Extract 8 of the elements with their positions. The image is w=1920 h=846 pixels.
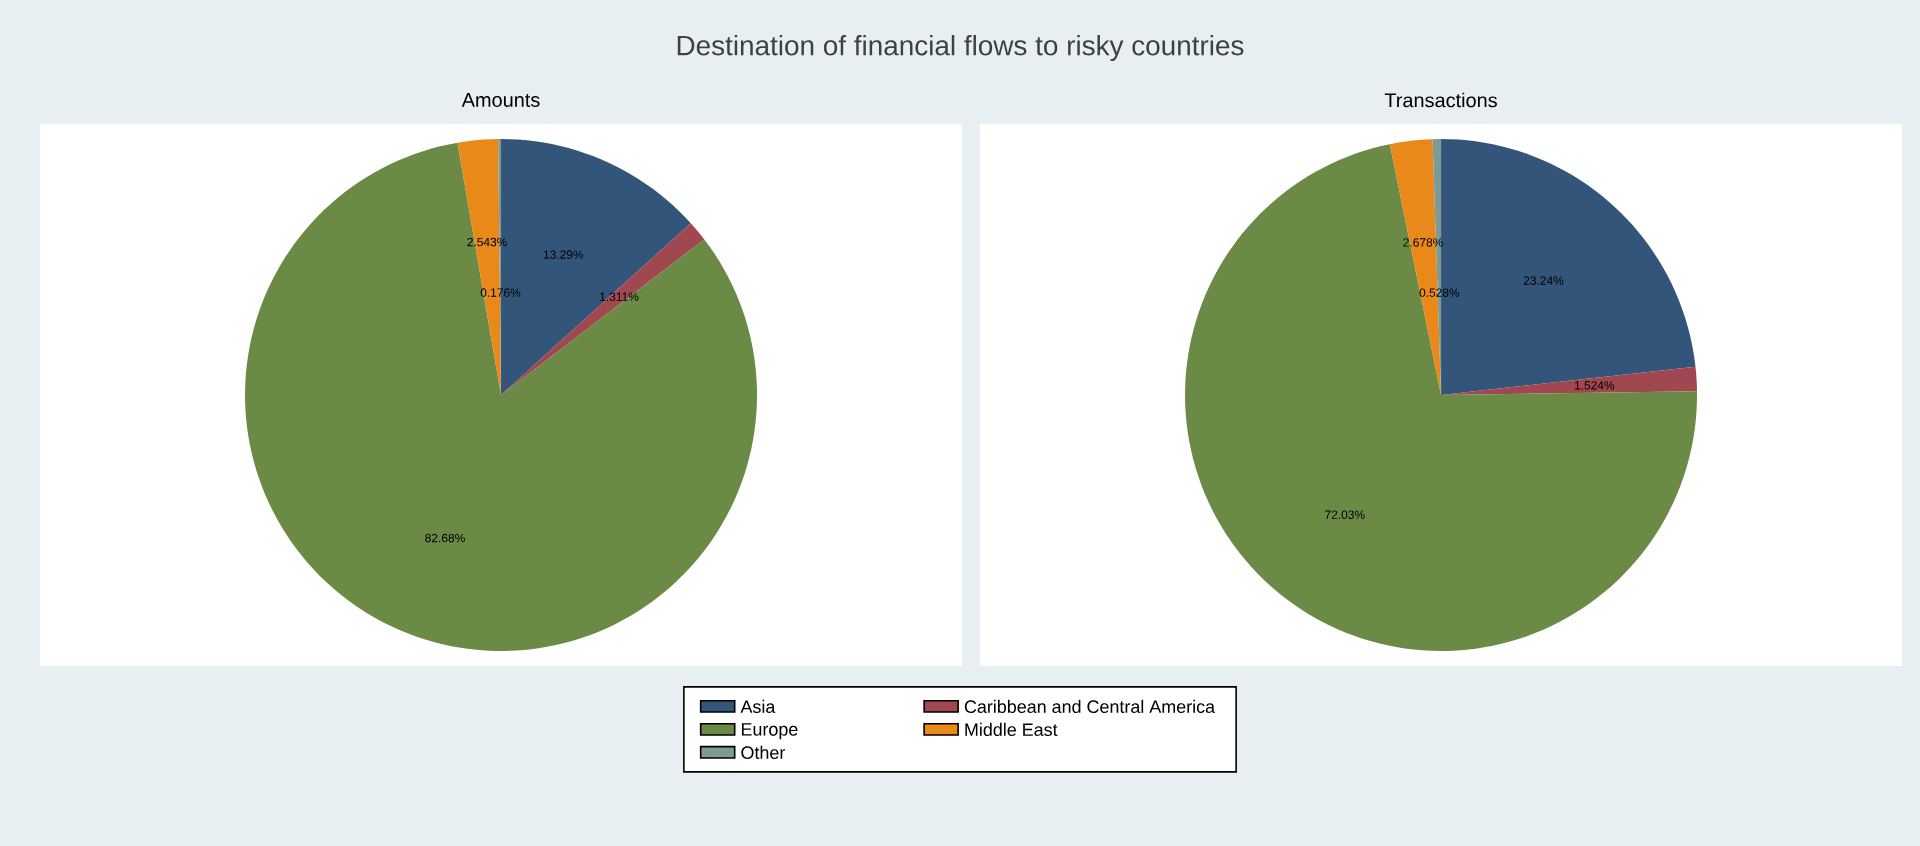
legend-label: Asia — [740, 699, 776, 714]
chart-subtitle: Amounts — [461, 93, 540, 107]
legend-label: Caribbean and Central America — [964, 699, 1216, 714]
chart-title: Destination of financial flows to risky countries — [677, 34, 1244, 61]
legend-label: Europe — [741, 723, 798, 740]
chart-title: Transactions — [1384, 92, 1497, 108]
legend-label: Other — [741, 745, 786, 760]
legend-label: Middle East — [965, 722, 1058, 737]
